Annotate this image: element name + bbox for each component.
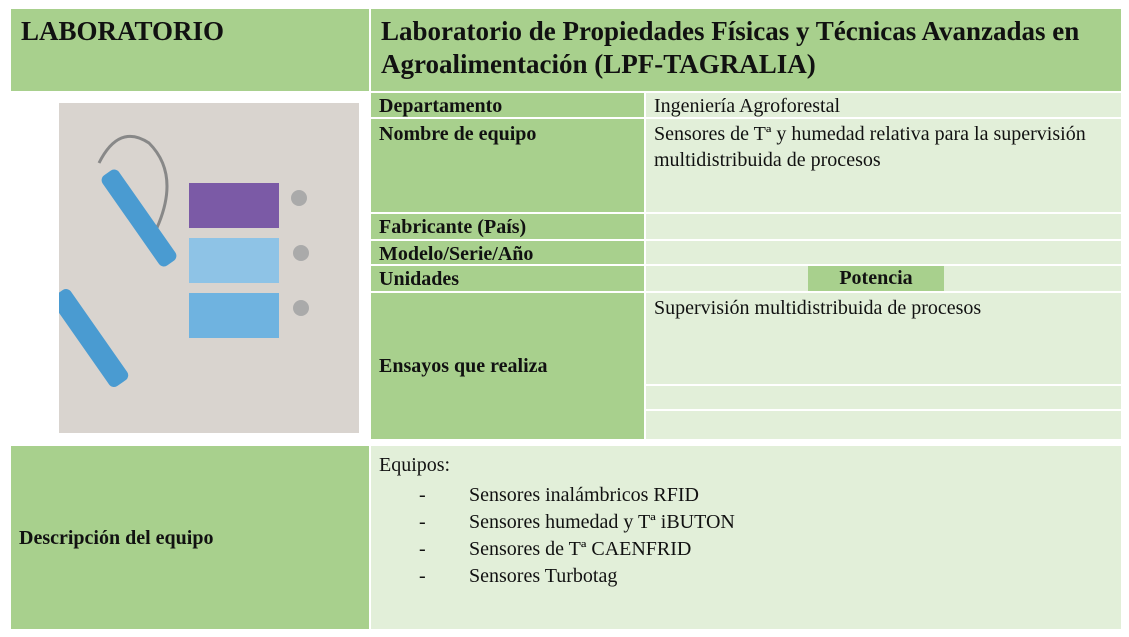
button: [293, 300, 309, 316]
tag: [189, 293, 279, 338]
lab-title: Laboratorio de Propiedades Físicas y Téc…: [370, 8, 1122, 92]
field-label: Nombre de equipo: [370, 118, 645, 213]
field-label: Fabricante (País): [370, 213, 645, 240]
tag: [189, 183, 279, 228]
description-value: Equipos: Sensores inalámbricos RFID Sens…: [370, 445, 1122, 630]
field-value: Supervisión multidistribuida de procesos: [645, 292, 1122, 385]
tag: [189, 238, 279, 283]
equipment-list: Sensores inalámbricos RFID Sensores hume…: [379, 482, 1113, 590]
equipment-item: Sensores inalámbricos RFID: [419, 482, 1113, 509]
button: [291, 190, 307, 206]
equipment-item: Sensores Turbotag: [419, 563, 1113, 590]
lab-label: LABORATORIO: [10, 8, 370, 92]
field-label: Unidades: [370, 265, 645, 292]
field-label: Departamento: [370, 92, 645, 118]
probe: [101, 169, 177, 267]
probe: [59, 288, 129, 388]
field-label: Ensayos que realiza: [370, 292, 645, 440]
description-label: Descripción del equipo: [10, 445, 370, 630]
description-intro: Equipos:: [379, 454, 451, 476]
field-value: [645, 240, 1122, 265]
equipment-item: Sensores humedad y Tª iBUTON: [419, 509, 1113, 536]
field-value: Sensores de Tª y humedad relativa para l…: [645, 118, 1122, 213]
button: [293, 245, 309, 261]
field-value: Potencia: [645, 265, 1122, 292]
empty-row: [645, 410, 1122, 440]
units-value: Potencia: [808, 266, 944, 291]
photo: [59, 103, 359, 433]
field-value: Ingeniería Agroforestal: [645, 92, 1122, 118]
field-value: [645, 213, 1122, 240]
photo-cell: [10, 92, 370, 445]
field-label: Modelo/Serie/Año: [370, 240, 645, 265]
equipment-item: Sensores de Tª CAENFRID: [419, 536, 1113, 563]
empty-row: [645, 385, 1122, 410]
